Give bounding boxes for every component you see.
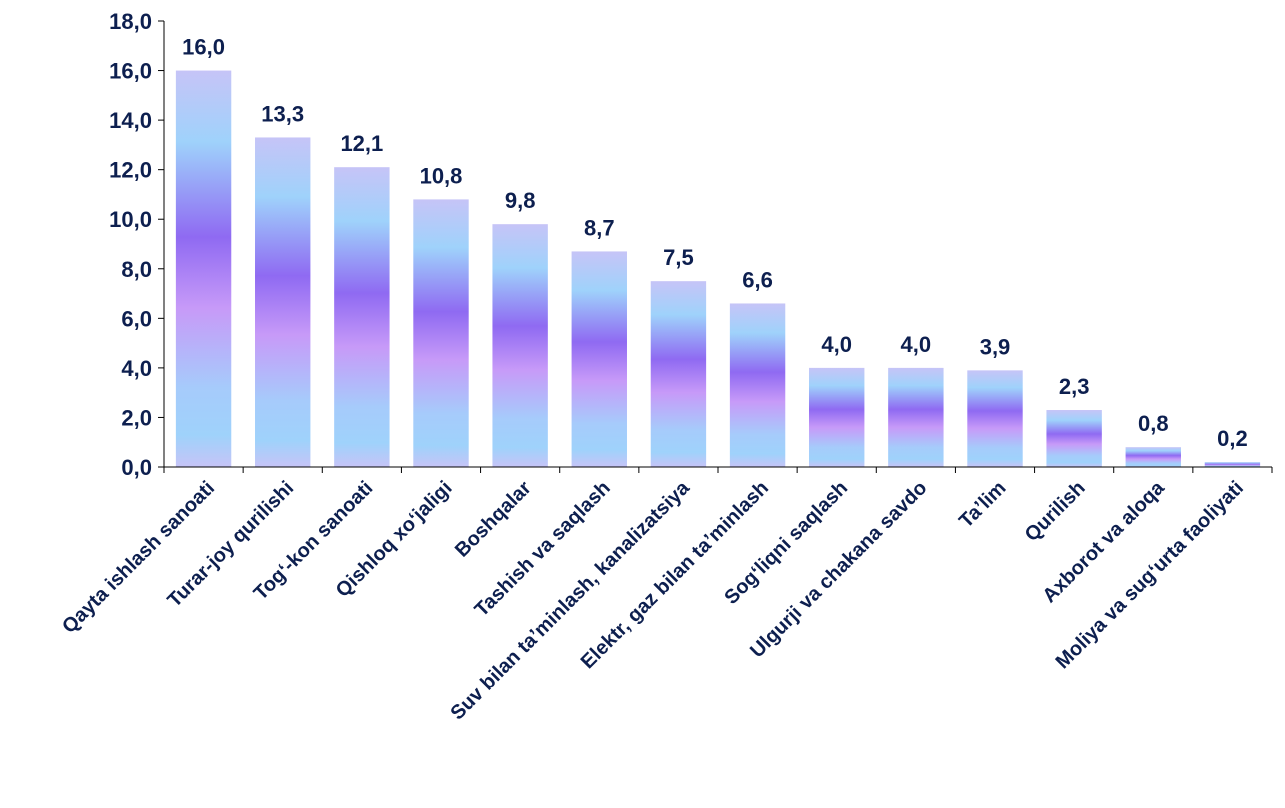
data-label: 4,0: [901, 332, 932, 357]
y-tick-label: 0,0: [121, 455, 152, 480]
y-tick-label: 12,0: [109, 158, 152, 183]
y-tick-label: 10,0: [109, 207, 152, 232]
data-label: 6,6: [742, 267, 773, 292]
y-tick-label: 2,0: [121, 405, 152, 430]
bar: [729, 303, 786, 467]
data-label: 4,0: [821, 332, 852, 357]
data-label: 0,2: [1217, 426, 1248, 451]
y-tick-label: 18,0: [109, 9, 152, 34]
y-axis: 0,0 2,0 4,0 6,0 8,0 10,0 12,0 14,0 16,0 18,0: [109, 9, 165, 480]
x-tick-label: Ta’lim: [955, 477, 1010, 532]
bar: [1125, 447, 1181, 467]
y-tick-label: 8,0: [121, 257, 152, 282]
data-label: 3,9: [980, 334, 1011, 359]
y-tick-label: 14,0: [109, 108, 152, 133]
data-label: 13,3: [261, 101, 304, 126]
data-label: 2,3: [1059, 374, 1090, 399]
bars: 16,0 13,3 12,1 10,8 9,8 8,7 7,5 6,6 4,0 4,0 3,9 2,3…: [175, 35, 1261, 468]
bar: [334, 167, 390, 467]
bar: [175, 70, 232, 468]
bar: [650, 281, 707, 467]
data-label: 9,8: [505, 188, 536, 213]
x-tick-label: Boshqalar: [451, 477, 536, 562]
bar: [809, 367, 865, 467]
y-tick-label: 16,0: [109, 59, 152, 84]
x-tick-label: Qayta ishlash sanoati: [58, 477, 219, 638]
x-tick-label: Tashish va saqlash: [471, 477, 615, 621]
bar: [571, 251, 627, 467]
bar: [413, 199, 469, 467]
bar: [1204, 462, 1261, 467]
data-label: 7,5: [663, 245, 694, 270]
bar: [492, 224, 548, 467]
bar: [255, 137, 311, 467]
y-tick-label: 6,0: [121, 306, 152, 331]
bar: [967, 370, 1023, 467]
data-label: 8,7: [584, 215, 615, 240]
y-tick-label: 4,0: [121, 356, 152, 381]
data-label: 10,8: [420, 163, 463, 188]
data-label: 0,8: [1138, 411, 1169, 436]
bar: [888, 367, 944, 467]
data-label: 16,0: [182, 35, 225, 60]
bar: [1046, 410, 1102, 467]
x-tick-label: Qurilish: [1021, 477, 1090, 546]
data-label: 12,1: [340, 131, 383, 156]
